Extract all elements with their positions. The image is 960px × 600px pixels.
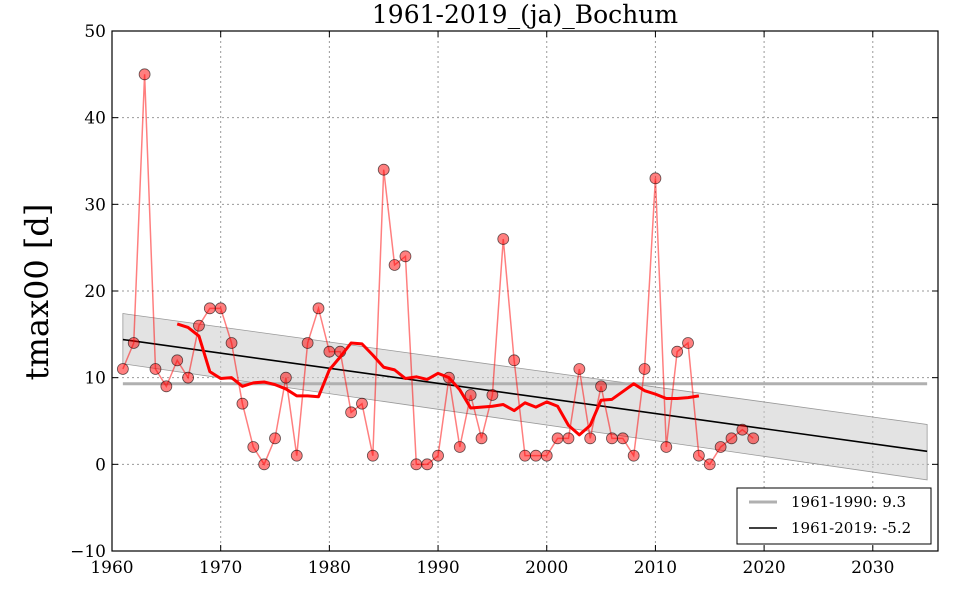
x-tick-label: 1960	[90, 558, 133, 578]
data-point	[127, 337, 140, 349]
legend-box	[736, 487, 932, 545]
data-point	[432, 449, 444, 462]
data-point	[290, 449, 303, 462]
plot-frame	[111, 30, 939, 552]
moving-average-line	[176, 322, 700, 437]
data-point	[388, 259, 401, 271]
data-point	[377, 163, 390, 176]
data-point	[725, 432, 738, 445]
data-point	[519, 449, 531, 462]
data-point	[225, 337, 238, 349]
x-tick-label: 1990	[416, 558, 459, 578]
data-point	[486, 389, 499, 401]
data-point	[149, 363, 162, 375]
data-point	[508, 354, 521, 367]
data-series	[116, 68, 760, 471]
y-tick-label: 20	[84, 282, 106, 302]
data-point	[399, 250, 412, 263]
y-tick-label: 10	[84, 369, 106, 389]
legend-label-trend: 1961-2019: -5.2	[791, 519, 911, 537]
data-point	[682, 337, 694, 349]
data-point	[573, 363, 586, 375]
data-point	[660, 441, 673, 453]
data-point	[116, 363, 129, 375]
data-point	[421, 458, 434, 471]
data-point	[475, 432, 488, 445]
data-point	[606, 432, 618, 445]
data-point	[366, 449, 379, 462]
x-tick-label: 1970	[199, 558, 242, 578]
data-point	[627, 449, 640, 462]
data-point	[301, 337, 314, 349]
y-tick-label: −10	[70, 542, 106, 562]
data-point	[649, 172, 662, 185]
legend: 1961-1990: 9.3 1961-2019: -5.2	[736, 487, 932, 545]
y-tick-label: 0	[95, 455, 106, 475]
x-tick-label: 2000	[525, 558, 568, 578]
data-point	[562, 432, 575, 445]
data-point	[703, 458, 716, 471]
grid	[111, 30, 938, 552]
data-point	[356, 397, 368, 410]
y-tick-label: 30	[84, 195, 106, 215]
data-point	[410, 458, 423, 471]
data-point	[345, 406, 358, 419]
data-point	[171, 354, 184, 367]
data-point	[453, 441, 466, 453]
data-point	[736, 423, 749, 436]
data-point	[236, 397, 249, 410]
data-point	[616, 432, 629, 445]
data-point	[595, 380, 607, 393]
y-tick-label: 40	[84, 109, 106, 129]
data-point	[193, 319, 205, 332]
data-point	[464, 389, 477, 401]
data-point	[214, 302, 227, 315]
data-point	[671, 345, 684, 358]
x-tick-label: 2030	[851, 558, 894, 578]
data-point	[692, 449, 705, 462]
data-point	[138, 68, 151, 81]
moving-average-layer	[176, 322, 700, 437]
data-point	[160, 380, 173, 393]
data-point	[323, 345, 336, 358]
axis-ticks: 1960 1970 1980 1990 2000 2010 2020 2030−1001020…	[70, 22, 938, 578]
data-point	[312, 302, 325, 315]
data-point	[551, 432, 564, 445]
x-tick-label: 2020	[742, 558, 785, 578]
x-tick-label: 2010	[634, 558, 677, 578]
y-tick-label: 50	[84, 22, 106, 42]
x-tick-label: 1980	[308, 558, 351, 578]
y-axis-label: tmax00 [d]	[18, 204, 56, 381]
data-point	[529, 449, 542, 462]
data-point	[279, 371, 292, 384]
data-point	[540, 449, 553, 462]
data-point	[497, 233, 510, 245]
data-point	[714, 441, 727, 453]
trend-line	[122, 338, 928, 453]
data-point	[747, 432, 760, 445]
chart-title: 1961-2019_(ja)_Bochum	[372, 0, 678, 29]
data-point	[584, 432, 597, 445]
legend-label-baseline: 1961-1990: 9.3	[791, 493, 906, 511]
data-point	[269, 432, 281, 445]
data-point	[638, 363, 651, 375]
data-point	[247, 441, 260, 453]
data-point	[203, 302, 216, 315]
trend-layer	[122, 338, 928, 453]
data-point	[258, 458, 271, 471]
data-point	[182, 371, 194, 384]
